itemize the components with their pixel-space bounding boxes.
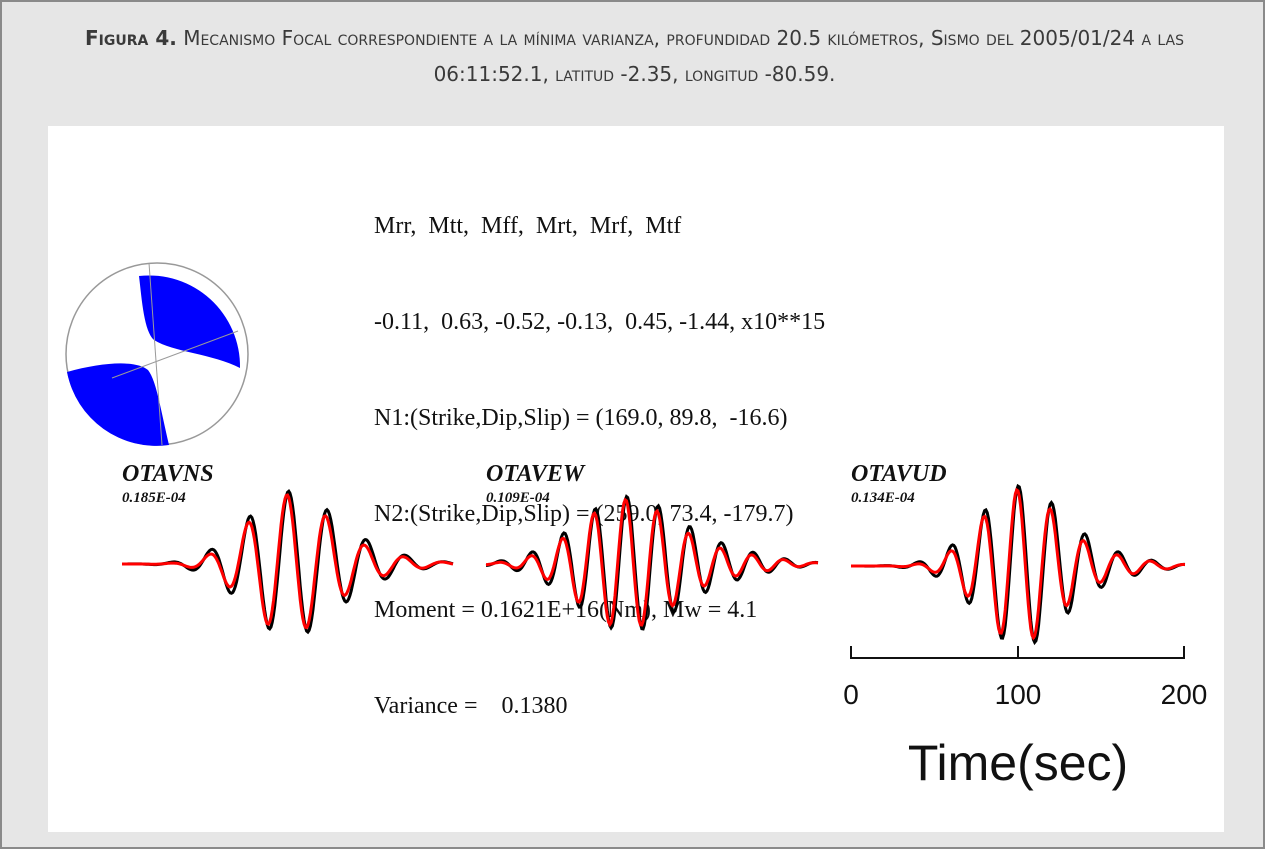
station-amplitude-ud: 0.134E-04 [851,490,915,506]
focal-mechanism-figure: OTAVNS 0.185E-04 OTAVEW 0.109E-04 OTAVUD… [65,262,1207,791]
waveform-ew-observed [485,494,819,631]
waveform-ns-synthetic [122,493,454,630]
nodal-plane-line-1 [111,330,239,379]
station-amplitude-ew: 0.109E-04 [486,490,550,506]
figure-panel: Mrr, Mtt, Mff, Mrt, Mrf, Mtf -0.11, 0.63… [48,126,1224,832]
variance: Variance = 0.1380 [374,693,568,719]
beach-ball [65,262,249,446]
time-axis-tick-label-100: 100 [995,679,1042,710]
nodal-plane-line-2 [148,262,163,446]
waveform-ew-synthetic [486,497,819,628]
nodal-plane-1: N1:(Strike,Dip,Slip) = (169.0, 89.8, -16… [374,405,788,431]
seismic-moment: Moment = 0.1621E+16(Nm), Mw = 4.1 [374,597,758,623]
tensor-components-header: Mrr, Mtt, Mff, Mrt, Mrf, Mtf [374,213,682,239]
compressional-quadrant-lower-left [67,363,169,446]
station-name-ew: OTAVEW [486,461,586,487]
waveform-ud-observed [851,483,1185,646]
tensor-components-values: -0.11, 0.63, -0.52, -0.13, 0.45, -1.44, … [374,309,826,335]
station-name-ud: OTAVUD [851,461,947,487]
waveforms [122,483,1186,646]
time-axis-tick-label-200: 200 [1161,679,1208,710]
time-axis-tick-label-0: 0 [843,679,859,710]
time-axis-label: Time(sec) [908,735,1128,791]
compressional-quadrant-upper-right [139,275,241,368]
station-amplitude-ns: 0.185E-04 [122,490,186,506]
figure-caption: Figura 4. Mecanismo Focal correspondient… [42,20,1227,92]
figure-label: Figura 4. [85,26,177,50]
time-axis: 0 100 200 Time(sec) [843,646,1207,791]
figure-caption-text: Mecanismo Focal correspondiente a la mín… [183,26,1184,86]
station-name-ns: OTAVNS [122,461,214,487]
waveform-ud-synthetic [851,487,1186,641]
